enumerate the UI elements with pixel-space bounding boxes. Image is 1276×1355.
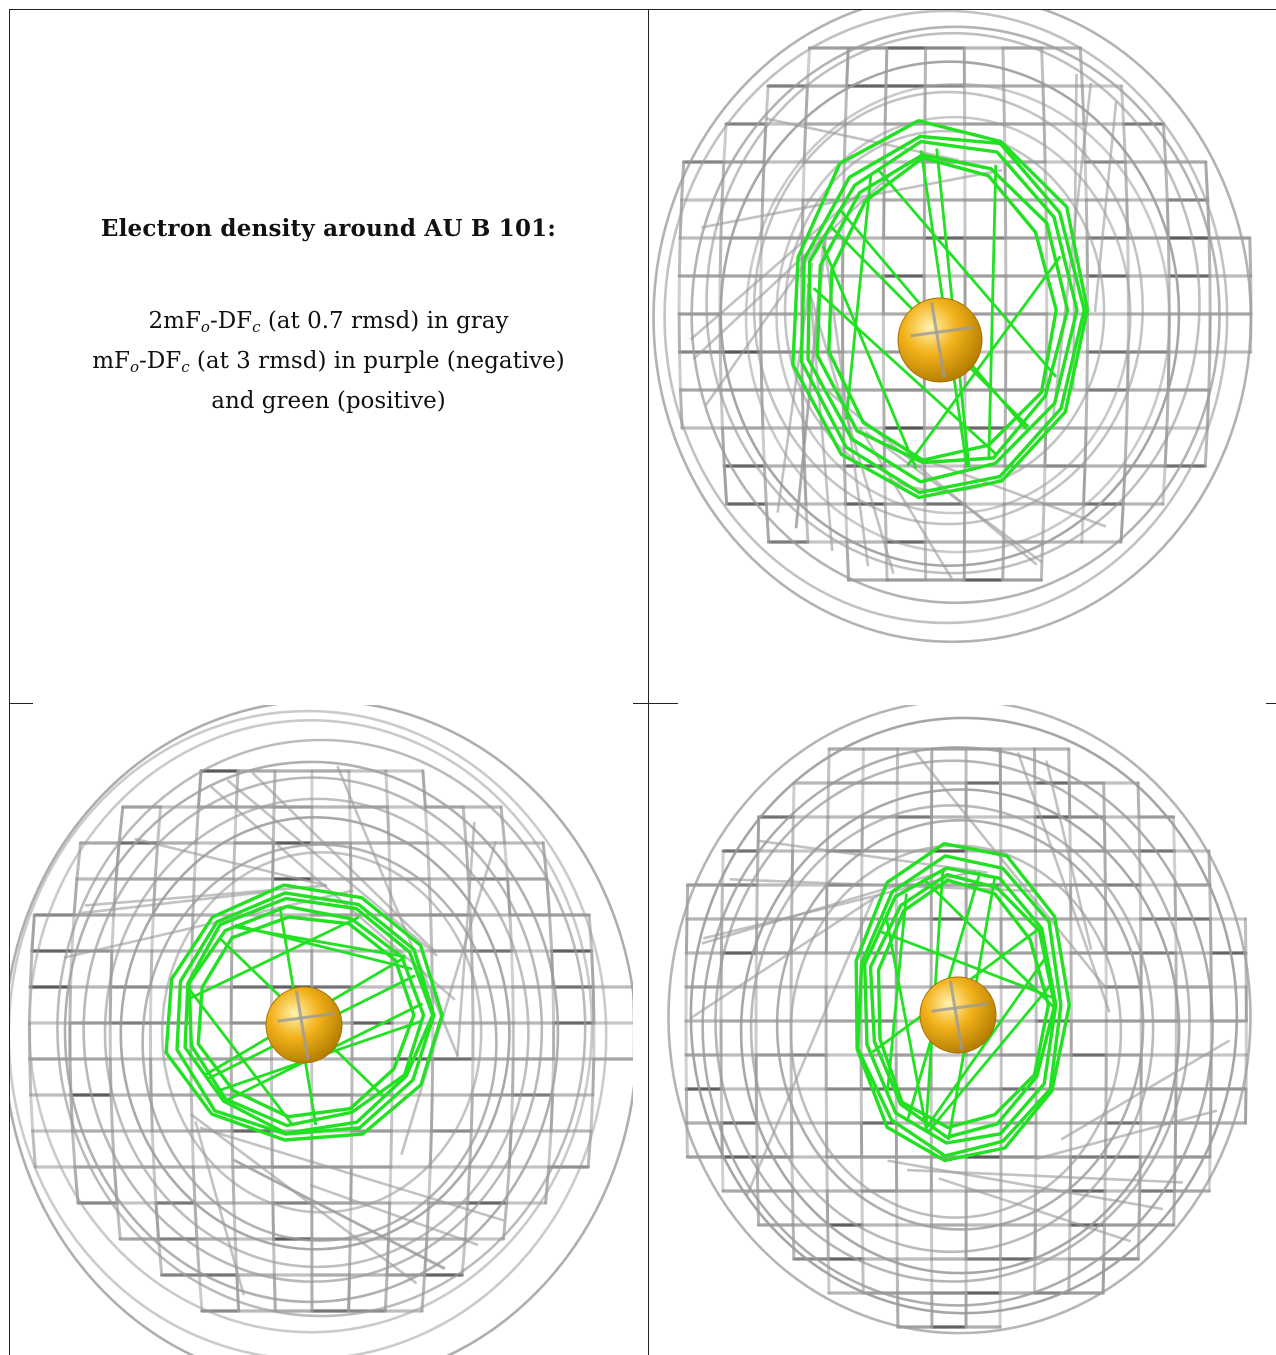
caption-line-green: and green (positive)	[211, 388, 446, 414]
caption-text: -DF	[139, 348, 182, 374]
subscript-c: c	[252, 318, 261, 336]
caption-panel: Electron density around AU B 101: 2mFo-D…	[9, 10, 648, 703]
caption-line-2fo-fc: 2mFo-DFc (at 0.7 rmsd) in gray	[92, 304, 565, 344]
density-view-top-right	[650, 10, 1276, 703]
table-border-middle-right	[1266, 703, 1276, 704]
caption-text: 2mF	[148, 308, 201, 334]
caption-text: (at 3 rmsd) in purple (negative)	[189, 348, 565, 374]
table-border-middle	[648, 9, 649, 1355]
gray-density-mesh	[652, 10, 1253, 644]
density-mesh-image	[9, 705, 633, 1355]
caption-text: mF	[92, 348, 131, 374]
density-view-bottom-left	[9, 705, 633, 1355]
density-mesh-image	[652, 10, 1253, 644]
table-border-top	[9, 9, 1276, 10]
gray-density-mesh	[667, 705, 1252, 1335]
density-view-bottom-right	[650, 705, 1276, 1355]
table-border-left	[9, 9, 10, 1355]
table-border-middle-center	[633, 703, 678, 704]
subscript-c: c	[181, 358, 190, 376]
gold-atom-sphere	[897, 297, 983, 383]
gold-atom-sphere	[265, 986, 343, 1064]
table-border-middle-left	[9, 703, 33, 704]
caption-lines: 2mFo-DFc (at 0.7 rmsd) in gray mFo-DFc (…	[92, 304, 565, 418]
density-mesh-image	[667, 705, 1252, 1335]
caption-line-fo-fc: mFo-DFc (at 3 rmsd) in purple (negative)	[92, 344, 565, 384]
subscript-o: o	[130, 358, 140, 376]
caption-text: -DF	[209, 308, 253, 334]
caption-text: (at 0.7 rmsd) in gray	[260, 308, 509, 334]
green-difference-mesh	[854, 841, 1071, 1163]
caption-title: Electron density around AU B 101:	[100, 215, 557, 242]
gold-atom-sphere	[919, 976, 997, 1054]
subscript-o: o	[200, 318, 210, 336]
